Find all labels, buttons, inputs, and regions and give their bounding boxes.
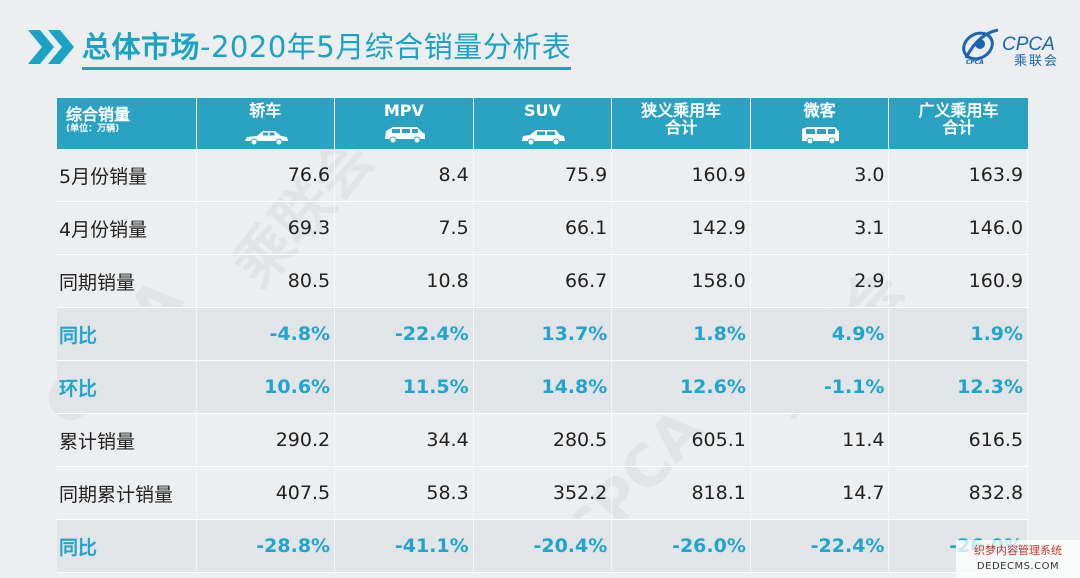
cpca-logo: CPCA (962, 28, 1055, 61)
table-cell: 818.1 (611, 466, 751, 520)
table-cell: 58.3 (334, 466, 474, 520)
table-cell: 616.5 (888, 413, 1029, 467)
row-label: 4月份销量 (57, 201, 197, 255)
table-row: 5月份销量 76.6 8.4 75.9 160.9 3.0 163.9 (57, 149, 1029, 202)
header-corner: 综合销量 (单位：万辆) (57, 98, 197, 149)
table-cell: 69.3 (196, 201, 336, 255)
table-cell: 290.2 (196, 413, 336, 467)
sedan-icon (244, 131, 288, 146)
header-mpv: MPV (334, 98, 474, 149)
table-cell: 146.0 (888, 201, 1029, 255)
table-cell: 4.9% (750, 307, 890, 361)
row-label: 同期累计销量 (57, 466, 197, 520)
site-watermark: 织梦内容管理系统 DEDECMS.COM (956, 540, 1080, 578)
table-cell: 163.9 (888, 149, 1029, 202)
chevron-right-icon (28, 30, 74, 64)
table-cell: 1.9% (888, 307, 1029, 361)
table-row: 同比 -4.8% -22.4% 13.7% 1.8% 4.9% 1.9% (57, 307, 1029, 361)
table-row: 同期销量 80.5 10.8 66.7 158.0 2.9 160.9 (57, 254, 1029, 308)
mpv-icon (385, 127, 426, 144)
table-row: 累计销量 290.2 34.4 280.5 605.1 11.4 616.5 (57, 413, 1029, 467)
table-cell: -41.1% (334, 519, 474, 573)
table-cell: -20.4% (473, 519, 613, 573)
table-row: 4月份销量 69.3 7.5 66.1 142.9 3.1 146.0 (57, 201, 1029, 255)
svg-text:CPCA: CPCA (1002, 34, 1055, 55)
table-cell: 11.5% (334, 360, 474, 414)
table-cell: 10.8 (334, 254, 474, 308)
table-cell: 142.9 (611, 201, 751, 255)
sales-table: 综合销量 (单位：万辆) 轿车 MPV (57, 98, 1029, 573)
row-label: 同比 (57, 307, 197, 361)
table-header-row: 综合销量 (单位：万辆) 轿车 MPV (57, 98, 1028, 149)
header-minivan: 微客 (750, 98, 890, 149)
table-cell: 832.8 (888, 466, 1029, 520)
table-cell: 280.5 (473, 413, 613, 467)
table-cell: 75.9 (473, 149, 613, 202)
table-cell: 12.6% (611, 360, 751, 414)
table-cell: 2.9 (750, 254, 890, 308)
header-sedan: 轿车 (196, 98, 336, 149)
table-cell: 8.4 (334, 149, 474, 202)
table-row: 同期累计销量 407.5 58.3 352.2 818.1 14.7 832.8 (57, 466, 1029, 520)
header-narrow-total: 狭义乘用车 合计 (611, 98, 751, 149)
table-cell: 11.4 (750, 413, 890, 467)
table-cell: 10.6% (196, 360, 336, 414)
header-suv: SUV (473, 98, 613, 149)
logo-subtext: CPCA (966, 59, 984, 66)
table-cell: -22.4% (334, 307, 474, 361)
table-cell: 14.8% (473, 360, 613, 414)
table-cell: 66.1 (473, 201, 613, 255)
header-broad-total: 广义乘用车 合计 (888, 98, 1028, 149)
table-cell: 12.3% (888, 360, 1029, 414)
table-cell: 160.9 (611, 149, 751, 202)
table-cell: -22.4% (750, 519, 890, 573)
table-cell: 160.9 (888, 254, 1029, 308)
table-cell: -26.0% (611, 519, 751, 573)
table-cell: 1.8% (611, 307, 751, 361)
page-title: 总体市场-2020年5月综合销量分析表 (82, 24, 572, 70)
logo-text-cn: 乘联会 (1014, 54, 1060, 69)
table-cell: 407.5 (196, 466, 336, 520)
table-cell: 66.7 (473, 254, 613, 308)
row-label: 环比 (57, 360, 197, 414)
table-cell: -1.1% (750, 360, 890, 414)
row-label: 5月份销量 (57, 149, 197, 202)
table-cell: 34.4 (334, 413, 474, 467)
table-cell: 76.6 (196, 149, 336, 202)
suv-icon (521, 130, 565, 146)
table-cell: 13.7% (473, 307, 613, 361)
table-cell: 3.1 (750, 201, 890, 255)
table-cell: 352.2 (473, 466, 613, 520)
row-label: 累计销量 (57, 413, 197, 467)
table-row: 环比 10.6% 11.5% 14.8% 12.6% -1.1% 12.3% (57, 360, 1029, 414)
table-cell: 605.1 (611, 413, 751, 467)
table-cell: 14.7 (750, 466, 890, 520)
table-cell: -4.8% (196, 307, 336, 361)
table-cell: 158.0 (611, 254, 751, 308)
row-label: 同比 (57, 519, 197, 573)
minivan-icon (801, 127, 839, 145)
row-label: 同期销量 (57, 254, 197, 308)
table-row: 同比 -28.8% -41.1% -20.4% -26.0% -22.4% -2… (57, 519, 1029, 573)
table-cell: 3.0 (750, 149, 890, 202)
table-cell: 7.5 (334, 201, 474, 255)
table-cell: 80.5 (196, 254, 336, 308)
table-cell: -28.8% (196, 519, 336, 573)
